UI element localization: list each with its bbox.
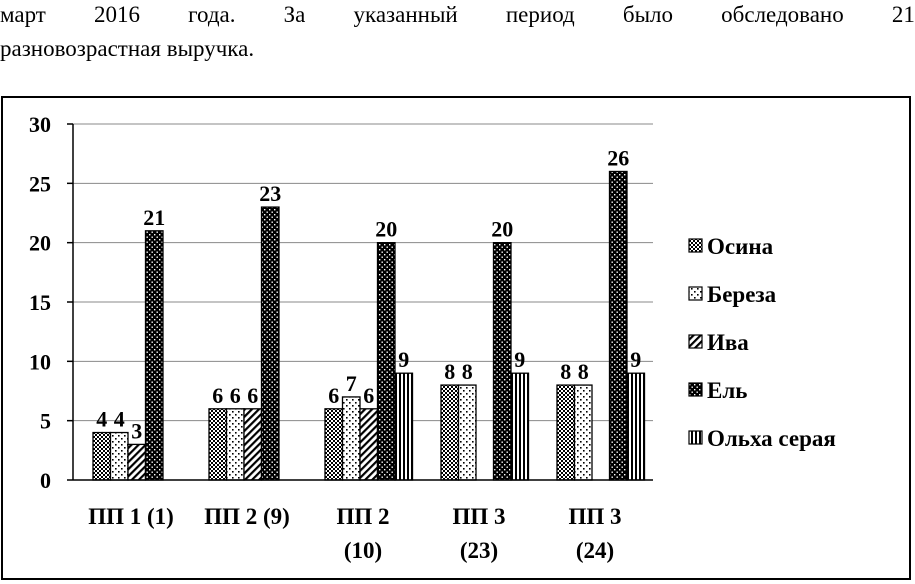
paragraph-word: обследовано [721,2,844,27]
data-label: 8 [560,359,571,384]
legend-label: Ольха серая [707,426,836,451]
legend-swatch [688,238,703,253]
paragraph-word: март [0,2,46,27]
bar [608,170,628,481]
data-label: 3 [131,418,142,443]
bar [457,384,477,481]
paragraph-word: указанный [353,2,458,27]
data-label: 6 [230,383,241,408]
bar [144,230,164,481]
data-label: 8 [462,359,473,384]
bar [208,408,228,481]
bar [376,242,396,481]
y-tick-label: 30 [29,112,51,137]
legend-label: Осина [707,234,774,259]
y-tick-label: 5 [40,409,51,434]
paragraph-word: было [622,2,674,27]
data-label: 20 [375,217,397,242]
x-category-label: ПП 2 [336,504,389,529]
y-tick-label: 20 [29,231,51,256]
data-label: 26 [607,145,629,170]
legend-swatch [688,286,703,301]
x-category-label: ПП 2 (9) [204,504,290,529]
paragraph-line-2: разновозрастная выручка. [0,36,255,61]
bar [225,408,245,481]
data-label: 6 [328,383,339,408]
paragraph-word: года. [188,2,236,27]
bar [510,372,530,481]
y-tick-label: 10 [29,349,51,374]
paragraph-word: 2016 [94,2,140,27]
bar [440,384,460,481]
data-label: 20 [491,217,513,242]
x-category-label: (23) [460,538,498,563]
bar [341,396,361,481]
data-label: 9 [514,347,525,372]
x-category-label: (24) [576,538,614,563]
y-tick-label: 0 [40,468,51,493]
x-category-label: ПП 3 [568,504,621,529]
chart-frame: 4 4 3 21 6 6 6 23 6 7 6 20 9 8 8 20 9 8 8 26 9 0 5 10 15 20 25 30 П… [1,96,911,580]
legend-label: Ива [707,330,749,355]
bar [92,431,112,481]
data-label: 4 [114,407,125,432]
bar [243,408,263,481]
paragraph-line-1: март 2016 года. За указанный период было обслед… [0,0,915,32]
bar [260,206,280,481]
x-category-label: (10) [344,538,382,563]
legend-label: Ель [707,378,747,403]
paragraph-word: За [283,2,306,27]
data-label: 21 [143,205,165,230]
data-label: 9 [630,347,641,372]
x-category-label: ПП 1 (1) [88,504,174,529]
bar [324,408,344,481]
y-tick-label: 25 [29,171,51,196]
data-label: 6 [247,383,258,408]
data-label: 8 [578,359,589,384]
bar [127,443,147,481]
x-category-label: ПП 3 [452,504,505,529]
paragraph-word: период [505,2,575,27]
bar [109,431,129,481]
paragraph-word: 21 [891,2,915,27]
data-label: 23 [259,181,281,206]
bar [556,384,576,481]
bar [573,384,593,481]
legend-label: Береза [707,282,777,307]
bar [626,372,646,481]
data-label: 7 [346,371,357,396]
legend-swatch [688,334,703,349]
data-label: 9 [398,347,409,372]
data-label: 4 [96,407,107,432]
data-label: 6 [363,383,374,408]
data-label: 8 [444,359,455,384]
y-tick-label: 15 [29,290,51,315]
legend-swatch [688,430,703,445]
bar [359,408,379,481]
legend-swatch [688,382,703,397]
data-label: 6 [212,383,223,408]
bar [394,372,414,481]
bar [492,242,512,481]
